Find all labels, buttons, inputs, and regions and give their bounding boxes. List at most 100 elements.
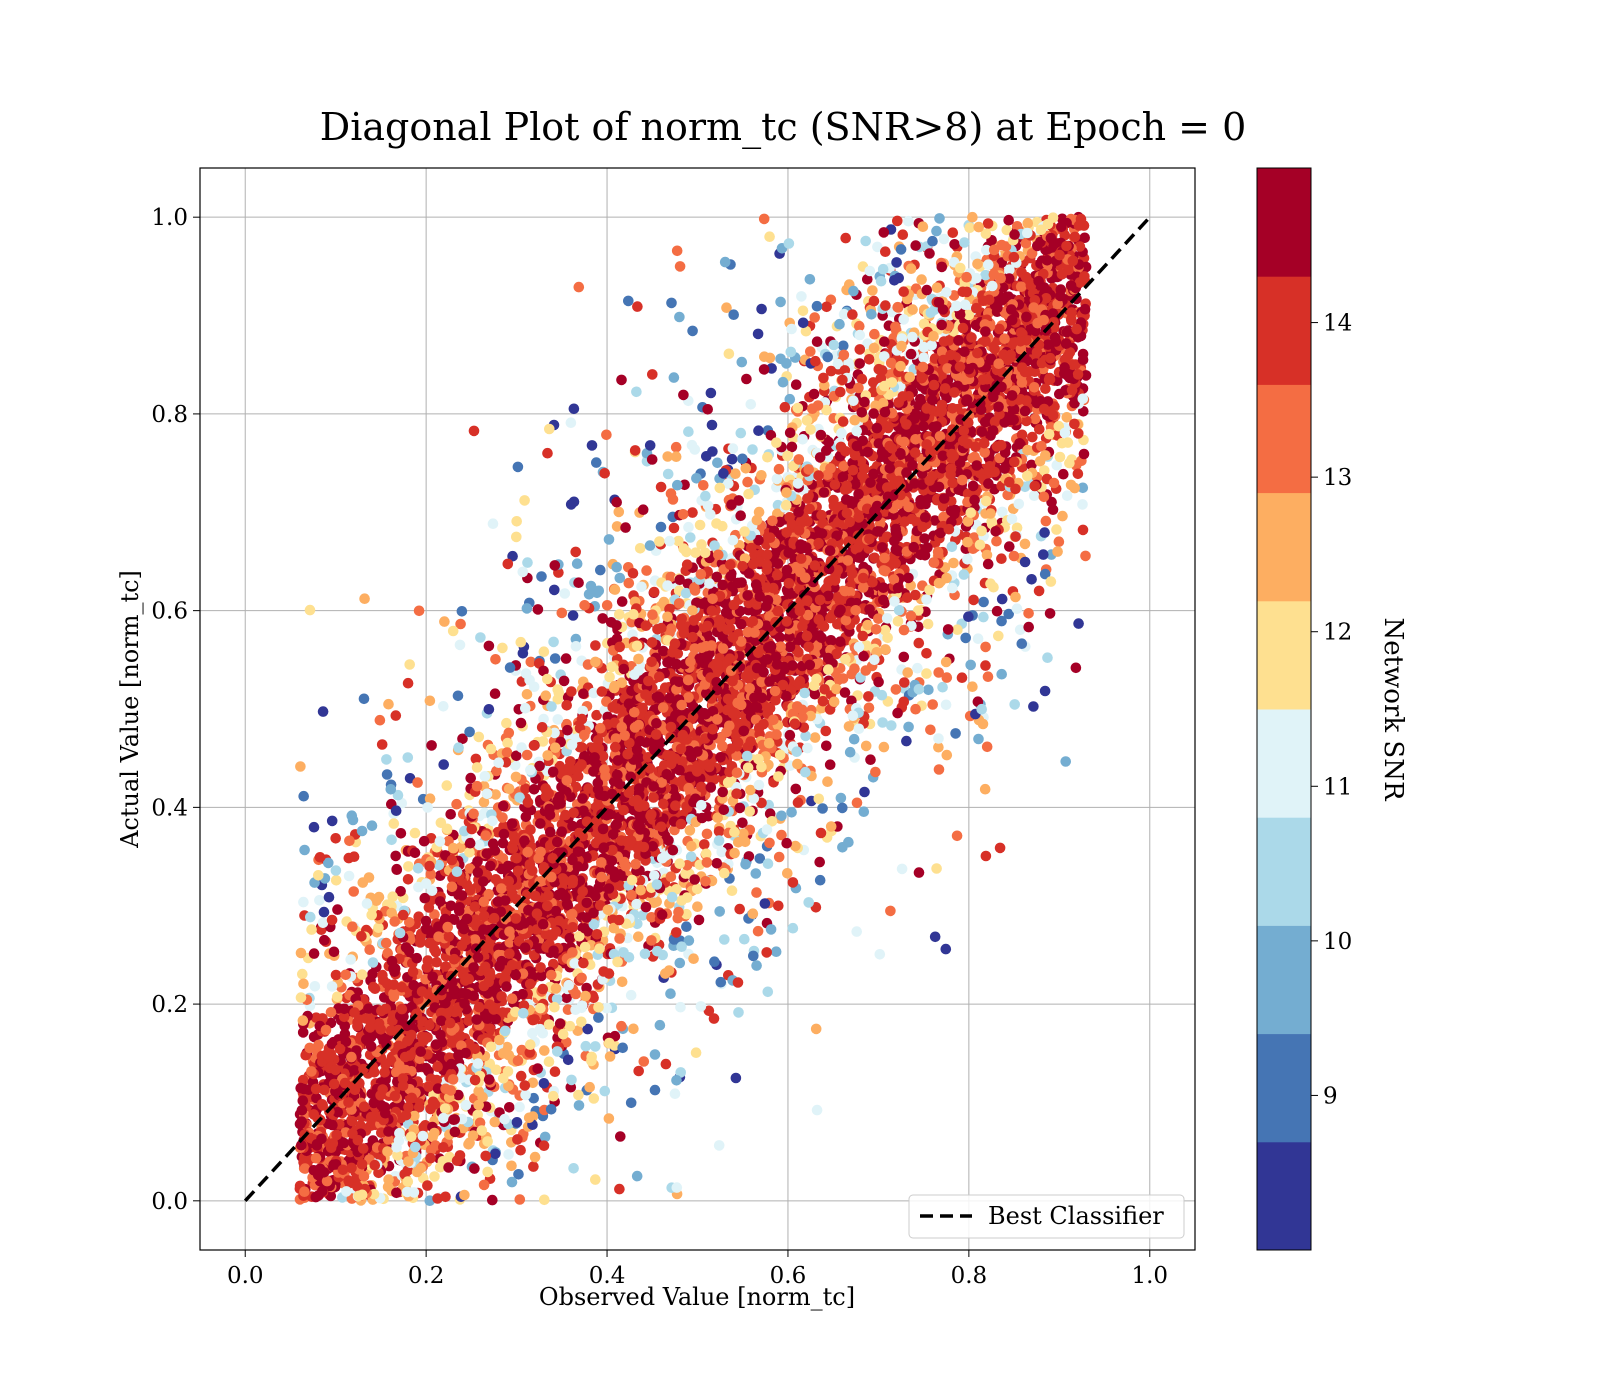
scatter-point: [743, 488, 754, 500]
scatter-point: [503, 1149, 514, 1160]
scatter-point: [709, 956, 720, 967]
scatter-point: [502, 860, 514, 872]
scatter-point: [981, 549, 993, 561]
scatter-point: [655, 521, 667, 533]
scatter-point: [734, 903, 745, 915]
scatter-point: [1070, 662, 1082, 674]
scatter-point: [556, 826, 568, 837]
scatter-point: [511, 1117, 523, 1128]
scatter-point: [514, 1194, 526, 1205]
scatter-point: [543, 1019, 555, 1030]
scatter-point: [751, 887, 762, 898]
scatter-point: [892, 616, 904, 627]
scatter-point: [972, 633, 984, 644]
scatter-point: [1014, 624, 1026, 636]
scatter-point: [532, 604, 544, 615]
scatter-point: [981, 741, 993, 753]
scatter-point: [892, 215, 903, 227]
scatter-point: [1052, 546, 1063, 557]
scatter-point: [674, 765, 685, 776]
scatter-point: [790, 783, 802, 795]
scatter-point: [561, 700, 572, 711]
scatter-point: [933, 733, 944, 744]
scatter-point: [576, 972, 587, 984]
scatter-point: [297, 968, 308, 980]
scatter-point: [927, 699, 938, 710]
scatter-point: [892, 707, 903, 719]
scatter-point: [1010, 591, 1021, 603]
scatter-point: [713, 1140, 725, 1151]
scatter-point: [485, 743, 497, 755]
scatter-point: [521, 689, 533, 700]
scatter-point: [489, 1116, 501, 1128]
scatter-point: [810, 1023, 822, 1035]
scatter-point: [456, 606, 468, 617]
scatter-point: [681, 921, 692, 932]
scatter-point: [870, 766, 881, 778]
scatter-point: [570, 641, 582, 652]
scatter-point: [940, 656, 952, 668]
scatter-point: [796, 291, 807, 302]
scatter-point: [874, 949, 886, 960]
scatter-point: [386, 834, 397, 846]
scatter-point: [723, 348, 735, 360]
scatter-point: [561, 992, 572, 1004]
scatter-point: [862, 274, 873, 285]
scatter-point: [837, 802, 848, 814]
scatter-point: [660, 968, 671, 979]
scatter-point: [487, 1194, 498, 1206]
scatter-point: [419, 892, 431, 904]
scatter-point: [390, 710, 402, 721]
scatter-point: [330, 875, 342, 886]
scatter-point: [898, 651, 910, 663]
scatter-point: [528, 1161, 539, 1172]
scatter-point: [775, 641, 786, 652]
scatter-point: [693, 914, 705, 926]
scatter-point: [297, 1074, 309, 1086]
scatter-point: [328, 946, 340, 958]
scatter-point: [792, 758, 803, 770]
scatter-point: [863, 691, 874, 702]
scatter-point: [570, 546, 581, 558]
scatter-point: [504, 662, 516, 673]
scatter-point: [611, 521, 623, 532]
scatter-point: [695, 1001, 707, 1012]
scatter-point: [1003, 608, 1014, 620]
scatter-point: [965, 659, 976, 671]
scatter-point: [506, 1160, 517, 1172]
scatter-point: [429, 1171, 440, 1182]
scatter-point: [601, 1002, 612, 1014]
scatter-point: [634, 543, 646, 554]
scatter-point: [844, 746, 856, 758]
scatter-point: [554, 1018, 566, 1029]
scatter-point: [373, 922, 384, 933]
scatter-point: [497, 812, 508, 823]
scatter-point: [395, 886, 406, 897]
scatter-point: [668, 372, 680, 383]
scatter-point: [980, 850, 992, 862]
scatter-point: [895, 244, 907, 255]
scatter-point: [1039, 527, 1050, 538]
scatter-point: [988, 581, 999, 593]
scatter-point: [893, 302, 904, 313]
scatter-point: [859, 786, 870, 798]
scatter-point: [800, 730, 811, 742]
scatter-point: [797, 305, 809, 317]
scatter-point: [967, 211, 978, 223]
scatter-point: [454, 639, 466, 651]
scatter-point: [843, 721, 855, 732]
scatter-point: [539, 1194, 550, 1206]
scatter-point: [330, 833, 342, 844]
scatter-point: [665, 988, 676, 999]
scatter-point: [581, 982, 592, 994]
scatter-point: [681, 546, 692, 558]
scatter-point: [544, 423, 555, 435]
scatter-point: [674, 957, 686, 969]
scatter-point: [713, 826, 725, 837]
scatter-point: [439, 616, 450, 627]
scatter-point: [632, 301, 643, 312]
plot-area: [199, 167, 1196, 1251]
scatter-point: [668, 522, 680, 534]
scatter-point: [872, 241, 883, 253]
scatter-point: [947, 582, 958, 594]
